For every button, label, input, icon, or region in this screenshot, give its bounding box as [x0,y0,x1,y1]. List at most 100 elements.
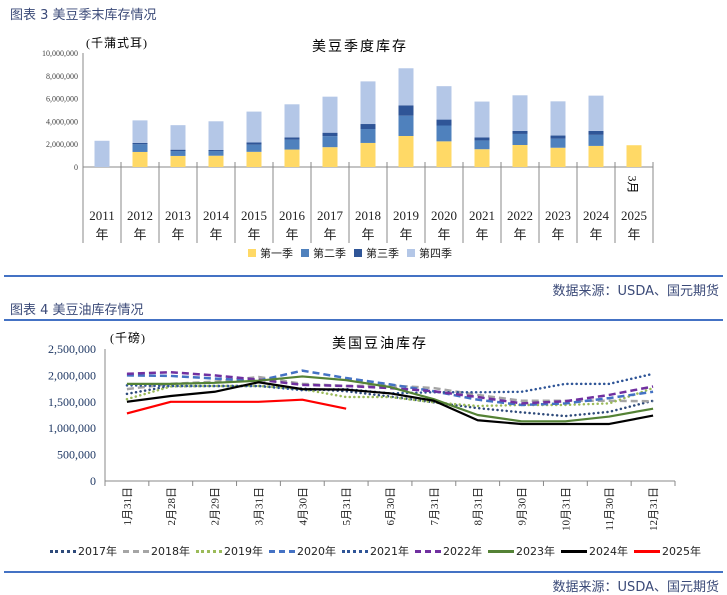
bar-segment-4 [512,95,528,131]
x-tick-label: 2018年 [355,208,381,242]
bar-segment-1 [208,155,224,167]
bar-segment-1 [550,147,566,167]
legend-label: 2025年 [662,545,701,558]
legend-line [634,549,660,553]
legend-label: 2018年 [151,545,190,558]
legend-line [342,549,368,553]
bar-segment-1 [246,151,262,167]
line-chart-legend: 2017年 2018年 2019年 2020年 2021年 2022年 2023年 2024年… [50,543,707,559]
legend-item: 2019年 [196,543,263,559]
x-tick-label: 2019年 [393,208,419,242]
bar-chart-title: 美豆季度库存 [312,40,408,55]
legend-line [561,549,587,553]
y-tick-label: 6,000,000 [46,95,78,104]
series-line-2023年 [126,375,654,423]
bar-segment-2 [170,151,186,156]
line-chart-ylabel: (千磅) [110,331,146,345]
legend-item: 2024年 [561,543,628,559]
legend-label: 第四季 [419,248,452,260]
legend-item: 第一季 [248,245,293,261]
y-tick-label: 8,000,000 [46,72,78,81]
legend-item: 第二季 [301,245,346,261]
y-tick-label: 10,000,000 [42,49,78,58]
x-tick-label: 8月31日 [473,487,485,526]
bar-segment-4 [322,96,338,133]
series-line-2025年 [126,398,347,415]
legend-line [123,549,149,553]
legend-item: 2017年 [50,543,117,559]
legend-swatch [248,249,256,257]
x-tick-label: 2015年 [241,208,267,242]
bar-segment-1 [588,145,604,167]
bar-segment-4 [246,111,262,143]
y-tick-label: 0 [74,163,78,172]
bar-segment-3 [208,150,224,152]
divider [4,319,723,321]
y-tick-label: 1,500,000 [48,395,96,409]
legend-label: 第二季 [313,248,346,260]
x-tick-label: 2024年 [583,208,609,242]
bar-segment-1 [360,142,376,167]
x-tick-label: 10月31日 [560,487,572,531]
bar-segment-3 [170,149,186,152]
divider [4,571,723,573]
figure4-source: 数据来源：USDA、国元期货 [552,580,719,595]
legend-label: 2024年 [589,545,628,558]
legend-swatch [301,249,309,257]
x-tick-label: 3月31日 [253,487,265,526]
bar-segment-2 [474,140,490,150]
x-tick-label: 2013年 [165,208,191,242]
bar-segment-4 [360,81,376,125]
y-tick-label: 0 [90,474,96,488]
bar-segment-2 [360,129,376,143]
x-tick-label: 2021年 [469,208,495,242]
legend-label: 2023年 [516,545,555,558]
bar-segment-3 [474,137,490,141]
bar-segment-1 [436,141,452,167]
bar-segment-4 [284,104,300,138]
x-tick-label: 2023年 [545,208,571,242]
bar-segment-2 [398,115,414,136]
bar-segment-2 [132,144,148,152]
x-tick-label: 1月31日 [122,487,134,526]
legend-label: 2019年 [224,545,263,558]
bar-segment-3 [284,137,300,140]
legend-line [415,549,441,553]
bar-segment-2 [436,125,452,142]
bar-segment-4 [170,125,186,150]
y-tick-label: 2,000,000 [48,368,96,382]
legend-item: 2020年 [269,543,336,559]
x-tick-label: 2025年 [621,208,647,242]
figure3-title: 图表 3 美豆季末库存情况 [10,8,157,23]
bar-chart-ylabel: (千蒲式耳) [86,36,148,50]
x-tick-label: 2月29日 [210,487,222,526]
bar-segment-3 [246,142,262,145]
x-tick-label: 7月31日 [429,487,441,526]
legend-item: 2018年 [123,543,190,559]
legend-item: 2025年 [634,543,701,559]
x-tick-label: 2011年 [89,208,115,242]
bar-segment-4 [208,121,224,151]
legend-label: 2020年 [297,545,336,558]
legend-item: 2023年 [488,543,555,559]
bar-segment-1 [398,135,414,167]
bar-segment-4 [550,101,566,136]
legend-item: 2022年 [415,543,482,559]
legend-label: 2022年 [443,545,482,558]
bar-segment-3 [512,130,528,134]
x-tick-label: 12月31日 [648,487,660,531]
bar-segment-4 [132,120,148,143]
legend-line [488,549,514,553]
bar-segment-3 [550,135,566,139]
legend-line [50,549,76,553]
legend-line [269,549,295,553]
series-line-2019年 [125,384,655,408]
bar-segment-1 [132,151,148,167]
bar-segment-3 [360,124,376,130]
legend-swatch [407,249,415,257]
y-tick-label: 2,500,000 [48,342,96,356]
x-tick-label: 2012年 [127,208,153,242]
legend-label: 第三季 [366,248,399,260]
